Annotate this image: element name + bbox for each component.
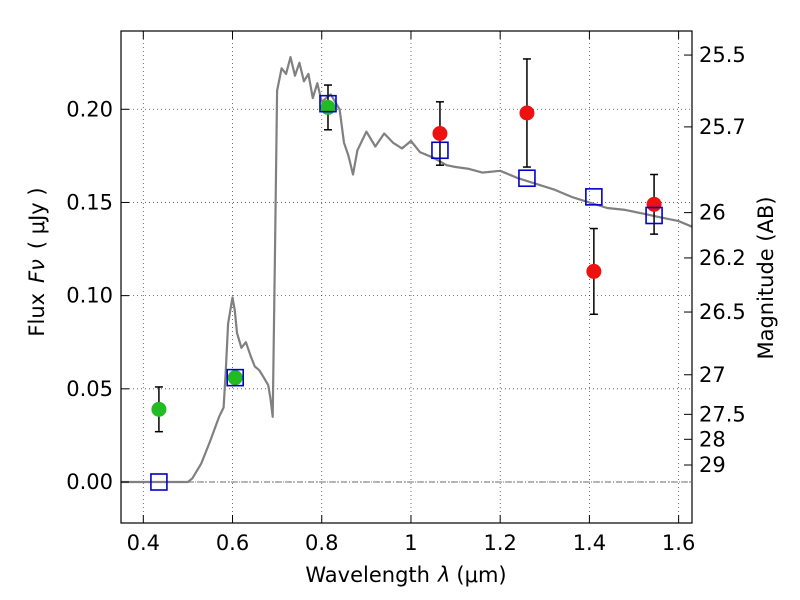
model-square-marker: [226, 368, 244, 387]
plot-frame: [120, 30, 693, 524]
y2-tick-label: 25.7: [699, 115, 746, 139]
y2-tick-label: 27.5: [699, 402, 746, 426]
green-data-point: [320, 99, 336, 115]
y2-axis-title: Magnitude (AB): [754, 196, 778, 359]
y2-tick-label: 26.2: [699, 246, 746, 270]
model-square-marker: [645, 206, 663, 225]
green-data-point: [151, 401, 167, 417]
axis-ticks: [121, 31, 692, 523]
x-tick-label: 0.6: [216, 531, 249, 555]
y-tick-label: 0.05: [66, 377, 113, 401]
x-tick-label: 1.4: [573, 531, 606, 555]
red-data-point: [519, 105, 535, 121]
x-axis-title: Wavelength λ (μm): [305, 563, 506, 587]
y2-tick-label: 26: [699, 201, 726, 225]
model-square-marker: [431, 141, 449, 160]
model-square-marker: [319, 94, 337, 113]
y2-tick-label: 25.5: [699, 43, 746, 67]
y-tick-label: 0.00: [66, 470, 113, 494]
y2-tick-label: 27: [699, 363, 726, 387]
x-tick-label: 1: [404, 531, 417, 555]
x-tick-label: 0.4: [127, 531, 160, 555]
x-tick-label: 0.8: [305, 531, 338, 555]
model-photometry: [150, 94, 663, 491]
x-tick-label: 1.6: [662, 531, 695, 555]
model-spectrum: [121, 56, 693, 484]
red-data-point: [586, 263, 602, 279]
y2-tick-label: 29: [699, 453, 726, 477]
spectrum-line: [121, 56, 693, 484]
model-square-marker: [150, 473, 168, 491]
model-square-marker: [518, 169, 536, 188]
y-tick-label: 0.15: [66, 190, 113, 214]
y-tick-label: 0.20: [66, 97, 113, 121]
green-data-point: [227, 370, 243, 386]
y-tick-label: 0.10: [66, 284, 113, 308]
y2-tick-label: 26.5: [699, 300, 746, 324]
x-tick-label: 1.2: [483, 531, 516, 555]
red-data-point: [646, 196, 662, 212]
y-axis-title: FluxFν( μJy ): [25, 187, 49, 336]
model-square-marker: [585, 188, 603, 206]
y2-tick-label: 28: [699, 427, 726, 451]
red-data-point: [432, 126, 448, 141]
